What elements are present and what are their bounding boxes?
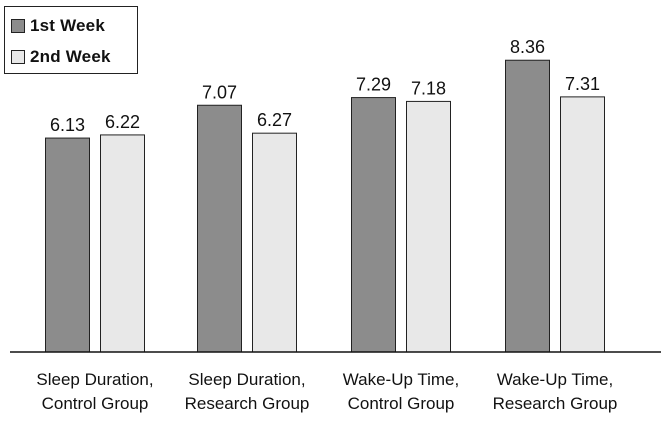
category-label-line: Control Group <box>348 394 455 413</box>
bar-2nd-week-group-4 <box>560 96 605 353</box>
category-label-group-3: Wake-Up Time, Control Group <box>343 370 460 413</box>
bar-2nd-week-group-2 <box>252 132 297 353</box>
value-label-1st-week-group-2: 7.07 <box>202 82 237 102</box>
legend: 1st Week 2nd Week <box>4 6 138 74</box>
bar-1st-week-group-3 <box>351 97 396 353</box>
value-label-1st-week-group-4: 8.36 <box>510 37 545 57</box>
bar-1st-week-group-4 <box>505 59 550 353</box>
legend-label-1st-week: 1st Week <box>30 16 105 35</box>
category-label-line: Wake-Up Time, <box>497 370 614 389</box>
value-label-2nd-week-group-4: 7.31 <box>565 74 600 94</box>
value-label-1st-week-group-3: 7.29 <box>356 75 391 95</box>
legend-swatch-2nd-week <box>11 50 25 64</box>
value-label-2nd-week-group-2: 6.27 <box>257 110 292 130</box>
category-label-group-2: Sleep Duration, Research Group <box>185 370 310 413</box>
legend-swatch-1st-week <box>11 19 25 33</box>
value-label-2nd-week-group-1: 6.22 <box>105 112 140 132</box>
category-label-group-4: Wake-Up Time, Research Group <box>493 370 618 413</box>
bar-1st-week-group-1 <box>45 137 90 353</box>
legend-label-2nd-week: 2nd Week <box>30 47 111 66</box>
category-label-line: Control Group <box>42 394 149 413</box>
category-label-line: Research Group <box>493 394 618 413</box>
category-label-line: Wake-Up Time, <box>343 370 460 389</box>
category-label-line: Sleep Duration, <box>36 370 153 389</box>
bar-2nd-week-group-1 <box>100 134 145 353</box>
bar-2nd-week-group-3 <box>406 100 451 353</box>
bar-1st-week-group-2 <box>197 104 242 353</box>
category-label-line: Sleep Duration, <box>188 370 305 389</box>
legend-item-2nd-week: 2nd Week <box>11 45 111 69</box>
value-label-2nd-week-group-3: 7.18 <box>411 78 446 98</box>
value-labels-layer: 6.13 6.22 7.07 6.27 7.29 7.18 8.36 7.31 <box>50 37 600 135</box>
category-label-line: Research Group <box>185 394 310 413</box>
bars-layer <box>45 59 605 353</box>
value-label-1st-week-group-1: 6.13 <box>50 115 85 135</box>
category-label-group-1: Sleep Duration, Control Group <box>36 370 153 413</box>
legend-item-1st-week: 1st Week <box>11 14 105 38</box>
